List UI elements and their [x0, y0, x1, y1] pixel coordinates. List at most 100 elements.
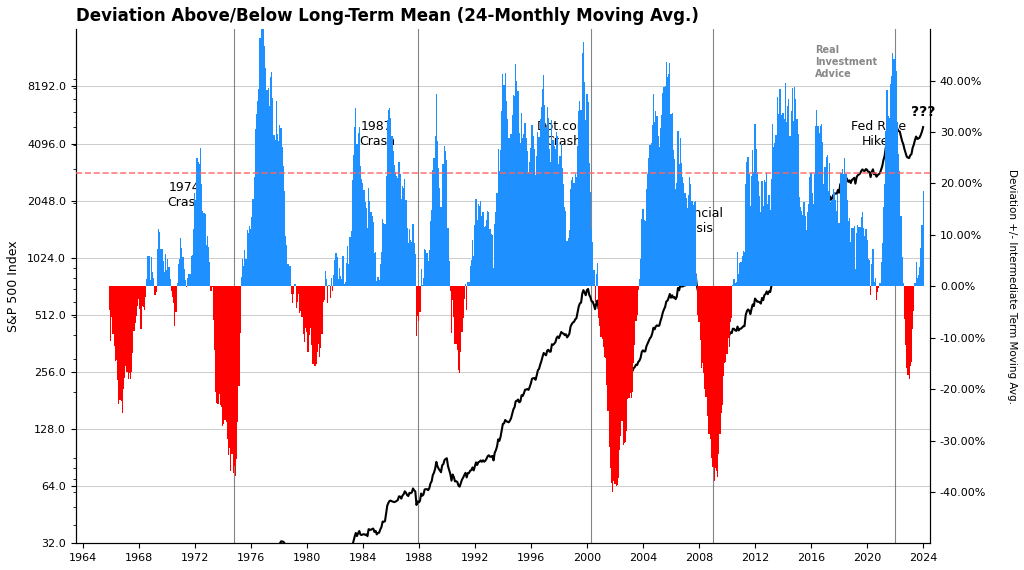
Bar	[374, 253, 375, 286]
Bar	[166, 271, 167, 286]
Bar	[893, 59, 895, 286]
Bar	[786, 121, 787, 286]
Bar	[788, 99, 790, 286]
Bar	[752, 150, 754, 286]
Bar	[915, 262, 916, 286]
Bar	[242, 259, 243, 286]
Bar	[347, 246, 348, 286]
Bar	[520, 143, 521, 286]
Bar	[743, 253, 745, 286]
Bar	[751, 176, 752, 286]
Bar	[608, 286, 609, 447]
Bar	[554, 146, 555, 286]
Bar	[279, 141, 280, 286]
Bar	[521, 113, 522, 286]
Bar	[582, 53, 583, 286]
Bar	[499, 171, 500, 286]
Bar	[923, 192, 924, 286]
Bar	[415, 254, 416, 286]
Bar	[414, 243, 415, 286]
Bar	[857, 225, 858, 286]
Bar	[613, 286, 614, 481]
Bar	[142, 286, 144, 307]
Bar	[422, 284, 423, 286]
Bar	[565, 211, 566, 286]
Bar	[616, 286, 617, 485]
Bar	[838, 194, 839, 286]
Bar	[295, 284, 296, 286]
Bar	[233, 286, 234, 466]
Bar	[892, 53, 893, 286]
Bar	[768, 194, 770, 286]
Bar	[545, 105, 546, 286]
Bar	[647, 174, 648, 286]
Bar	[880, 283, 881, 286]
Bar	[721, 286, 722, 413]
Bar	[180, 238, 181, 286]
Bar	[254, 177, 255, 286]
Bar	[317, 286, 319, 344]
Bar	[253, 200, 254, 286]
Bar	[238, 286, 239, 422]
Bar	[598, 286, 599, 318]
Bar	[888, 116, 889, 286]
Bar	[771, 179, 772, 286]
Bar	[172, 286, 173, 298]
Bar	[370, 201, 371, 286]
Bar	[713, 286, 714, 467]
Bar	[778, 113, 779, 286]
Bar	[731, 286, 732, 318]
Bar	[217, 286, 218, 404]
Bar	[605, 286, 606, 359]
Bar	[199, 164, 200, 286]
Bar	[204, 213, 205, 286]
Bar	[431, 210, 432, 286]
Bar	[291, 286, 292, 294]
Bar	[567, 238, 568, 286]
Bar	[676, 183, 678, 286]
Bar	[288, 264, 289, 286]
Bar	[276, 134, 279, 286]
Bar	[831, 200, 833, 286]
Bar	[696, 275, 697, 286]
Bar	[664, 87, 665, 286]
Bar	[384, 225, 386, 286]
Bar	[348, 263, 349, 286]
Bar	[190, 256, 191, 286]
Bar	[289, 266, 290, 286]
Bar	[158, 229, 159, 286]
Bar	[687, 207, 688, 286]
Bar	[148, 256, 150, 286]
Bar	[179, 259, 180, 286]
Bar	[551, 120, 553, 286]
Bar	[757, 172, 758, 286]
Bar	[285, 237, 287, 286]
Bar	[316, 286, 317, 352]
Bar	[627, 286, 629, 400]
Bar	[380, 263, 381, 286]
Bar	[329, 285, 330, 286]
Bar	[749, 174, 750, 286]
Bar	[403, 188, 404, 286]
Bar	[243, 266, 245, 286]
Y-axis label: Deviation +/- Intermediate Term Moving Avg.: Deviation +/- Intermediate Term Moving A…	[1007, 169, 1017, 404]
Bar	[468, 282, 470, 286]
Bar	[759, 196, 760, 286]
Bar	[906, 286, 907, 368]
Bar	[330, 286, 331, 299]
Bar	[146, 279, 147, 286]
Bar	[247, 230, 248, 286]
Bar	[658, 148, 659, 286]
Bar	[323, 286, 324, 302]
Bar	[591, 230, 592, 286]
Bar	[517, 91, 518, 286]
Bar	[822, 142, 823, 286]
Bar	[322, 286, 323, 334]
Bar	[167, 259, 168, 286]
Bar	[601, 286, 603, 339]
Bar	[416, 286, 417, 336]
Bar	[249, 226, 250, 286]
Bar	[646, 189, 647, 286]
Bar	[781, 115, 782, 286]
Bar	[593, 270, 595, 286]
